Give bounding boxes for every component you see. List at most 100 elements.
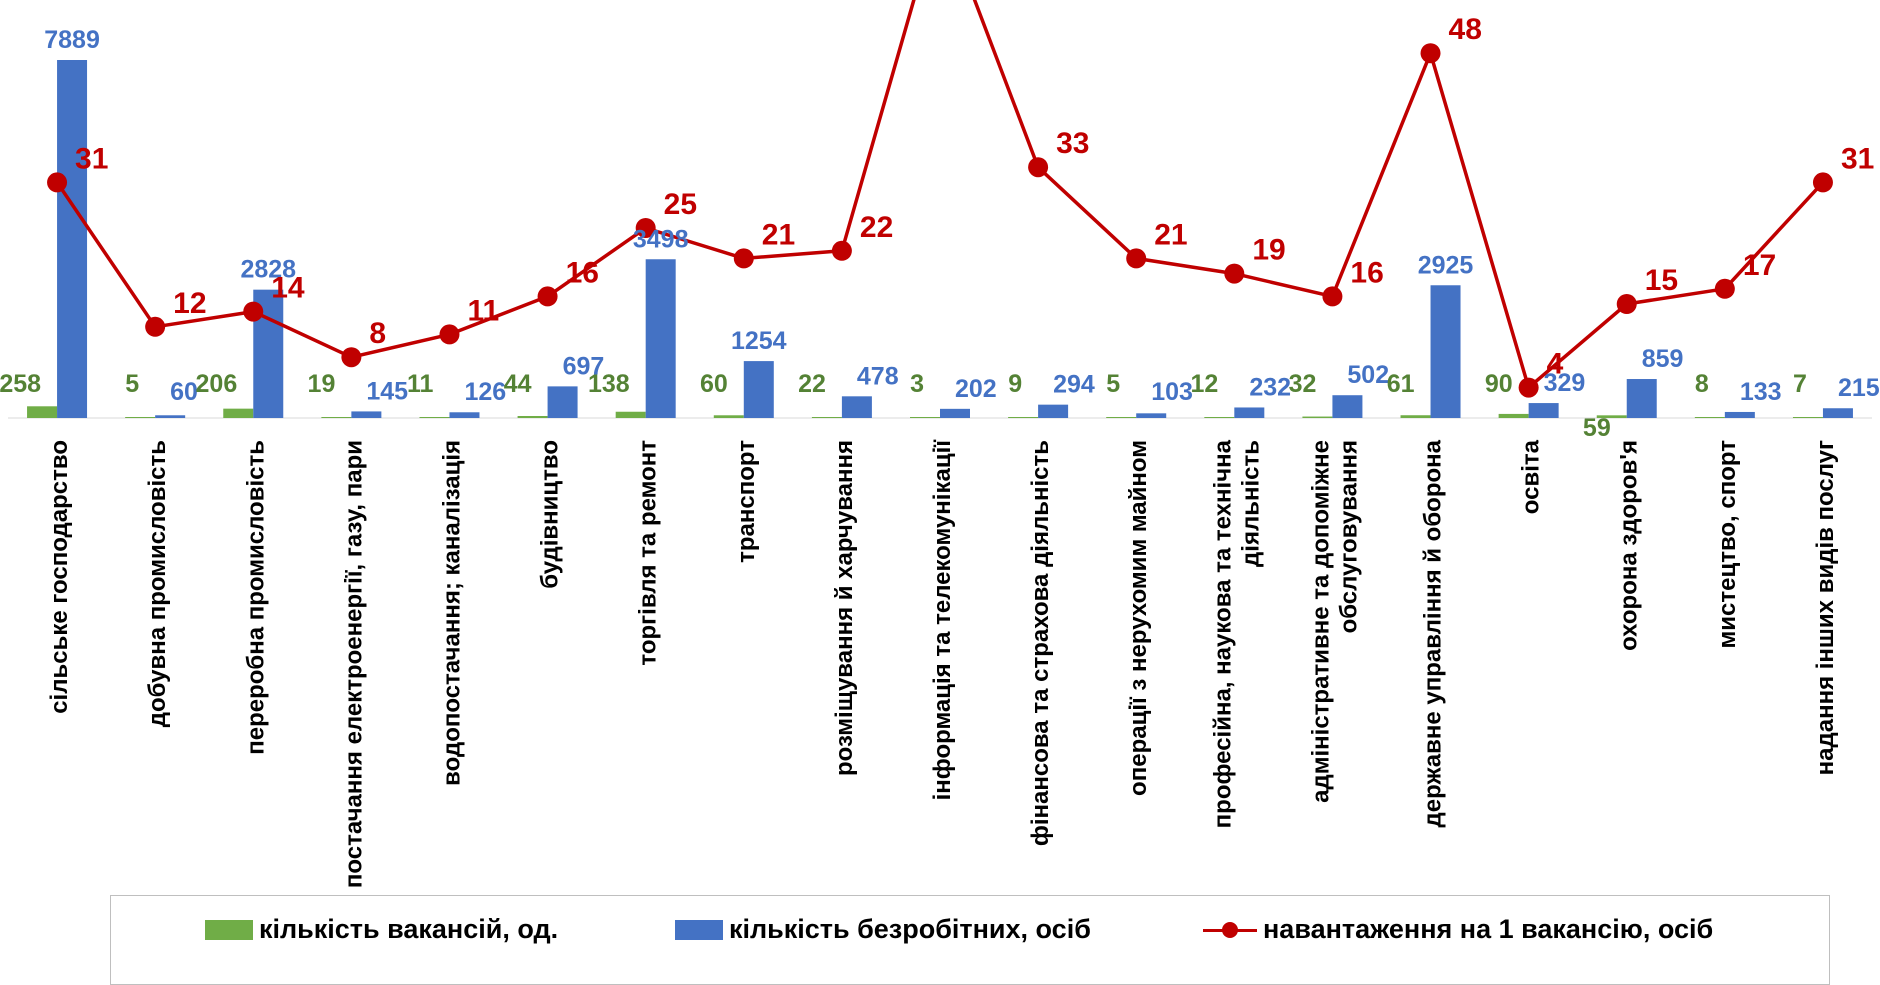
data-label-unemployed: 859 xyxy=(1642,345,1684,373)
legend-label-load: навантаження на 1 вакансію, осіб xyxy=(1263,914,1714,944)
data-label-load: 19 xyxy=(1252,234,1285,267)
data-label-vacancies: 9 xyxy=(1008,370,1022,398)
bar-unemployed xyxy=(57,60,88,418)
data-label-load: 17 xyxy=(1743,249,1776,282)
data-label-unemployed: 2828 xyxy=(240,256,296,284)
bar-vacancies xyxy=(419,417,450,418)
bar-unemployed xyxy=(449,412,480,418)
point-load xyxy=(1028,157,1049,178)
point-load xyxy=(1714,278,1735,299)
data-label-load: 15 xyxy=(1645,264,1678,297)
legend-label-vacancies: кількість вакансій, од. xyxy=(259,914,559,944)
bar-unemployed xyxy=(1626,379,1657,418)
point-load xyxy=(1322,286,1343,307)
data-label-vacancies: 19 xyxy=(308,370,336,398)
data-label-vacancies: 90 xyxy=(1485,370,1513,398)
bar-vacancies xyxy=(713,415,744,418)
category-label: діяльність xyxy=(1237,440,1264,567)
data-label-vacancies: 138 xyxy=(588,370,630,398)
point-load xyxy=(1420,43,1441,64)
data-label-load: 33 xyxy=(1056,127,1089,160)
data-label-vacancies: 44 xyxy=(504,370,532,398)
data-label-vacancies: 11 xyxy=(407,370,434,398)
point-load xyxy=(439,324,460,345)
category-label: надання інших видів послуг xyxy=(1812,440,1839,775)
point-load xyxy=(1126,248,1147,269)
bar-vacancies xyxy=(811,417,842,418)
point-load xyxy=(47,172,68,193)
data-label-unemployed: 1254 xyxy=(731,327,787,355)
point-load xyxy=(145,316,166,337)
data-label-load: 16 xyxy=(1350,256,1383,289)
bar-unemployed xyxy=(1822,408,1853,418)
bar-vacancies xyxy=(910,417,940,418)
data-label-load: 25 xyxy=(664,188,697,221)
category-label: обслуговування xyxy=(1335,440,1362,633)
data-label-vacancies: 258 xyxy=(0,370,41,398)
bar-unemployed xyxy=(1234,407,1265,418)
data-label-vacancies: 60 xyxy=(700,370,728,398)
category-label: торгівля та ремонт xyxy=(635,440,662,666)
point-load xyxy=(1616,294,1637,314)
data-label-vacancies: 12 xyxy=(1191,370,1219,398)
category-label: охорона здоров'я xyxy=(1616,440,1643,651)
bar-vacancies xyxy=(1204,417,1235,418)
data-label-unemployed: 232 xyxy=(1249,373,1291,401)
data-label-unemployed: 478 xyxy=(857,362,899,390)
series-line-load xyxy=(55,0,1825,390)
data-label-unemployed: 60 xyxy=(170,378,198,406)
data-label-vacancies: 3 xyxy=(910,370,924,398)
data-label-load: 11 xyxy=(467,294,499,327)
category-label: мистецтво, спорт xyxy=(1714,440,1741,649)
data-label-load: 12 xyxy=(173,287,206,320)
data-label-load: 21 xyxy=(762,218,795,251)
point-load xyxy=(341,347,362,368)
data-label-unemployed: 7889 xyxy=(44,26,100,54)
data-label-load: 21 xyxy=(1154,218,1187,251)
bar-unemployed xyxy=(841,396,872,418)
data-label-vacancies: 8 xyxy=(1695,370,1709,398)
data-label-load: 4 xyxy=(1547,348,1564,381)
data-label-vacancies: 59 xyxy=(1583,414,1611,442)
data-label-load: 31 xyxy=(1841,142,1874,175)
data-label-unemployed: 697 xyxy=(563,352,605,380)
bar-unemployed xyxy=(1528,403,1559,418)
point-load xyxy=(1518,377,1539,398)
bar-unemployed xyxy=(1430,285,1461,418)
bar-unemployed xyxy=(743,361,774,418)
legend-swatch-vacancies xyxy=(205,919,253,940)
bar-vacancies xyxy=(223,408,254,418)
category-label: професійна, наукова та технічна xyxy=(1209,439,1236,828)
data-label-vacancies: 32 xyxy=(1289,370,1317,398)
data-label-unemployed: 126 xyxy=(464,378,506,406)
bar-vacancies xyxy=(1498,413,1529,418)
data-label-load: 48 xyxy=(1449,13,1482,46)
bar-unemployed xyxy=(1724,411,1755,418)
bar-vacancies xyxy=(321,417,352,418)
data-label-vacancies: 5 xyxy=(125,370,139,398)
data-label-load: 16 xyxy=(566,256,599,289)
data-label-unemployed: 145 xyxy=(366,377,408,405)
bar-vacancies xyxy=(1008,417,1039,418)
category-label: водопостачання; каналізація xyxy=(439,440,466,786)
data-label-load: 8 xyxy=(369,317,386,350)
legend-swatch-load xyxy=(1203,920,1257,940)
category-label: сільське господарство xyxy=(46,440,73,714)
category-label: фінансова та страхова діяльність xyxy=(1027,440,1054,846)
bar-unemployed xyxy=(1332,395,1363,418)
data-label-load: 31 xyxy=(75,142,108,175)
category-label: транспорт xyxy=(733,440,760,563)
point-load xyxy=(1812,172,1833,193)
data-label-unemployed: 103 xyxy=(1151,378,1193,406)
bar-vacancies xyxy=(1596,415,1627,418)
data-label-unemployed: 215 xyxy=(1838,374,1880,402)
bar-vacancies xyxy=(615,411,646,418)
category-label: інформація та телекомунікації xyxy=(929,439,956,801)
category-label: адміністративне та допоміжне xyxy=(1307,440,1334,803)
data-label-vacancies: 61 xyxy=(1387,370,1415,398)
bar-vacancies xyxy=(1792,417,1823,418)
point-load xyxy=(537,286,558,307)
data-label-vacancies: 206 xyxy=(196,370,238,398)
data-label-vacancies: 22 xyxy=(798,370,826,398)
